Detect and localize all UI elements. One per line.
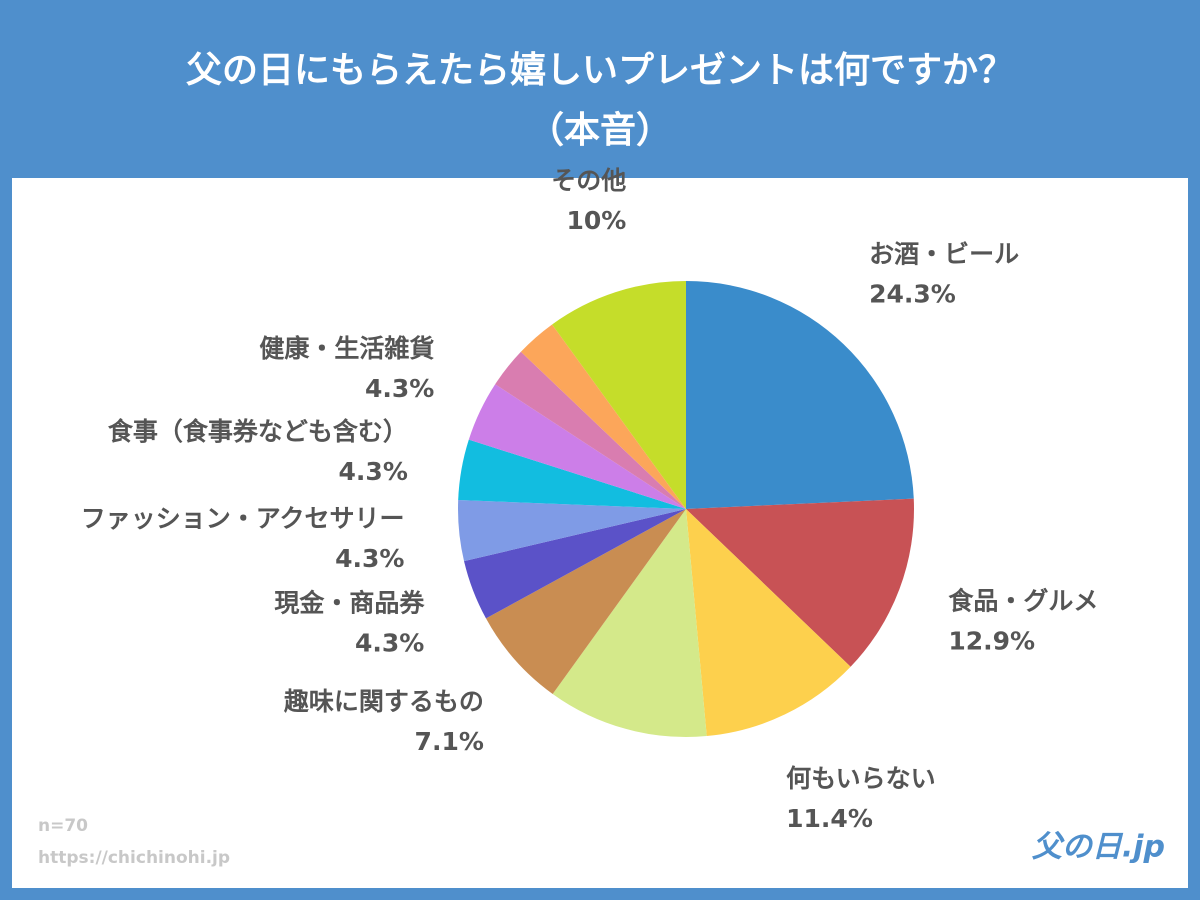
source: https://chichinohi.jp — [38, 848, 230, 868]
slice-label: 健康・生活雑貨 — [259, 334, 434, 363]
pie-slice — [458, 439, 686, 509]
value-label: 7.1% — [415, 727, 484, 756]
pie-slice — [464, 509, 686, 619]
pie-slice — [686, 498, 914, 667]
slice-label: 食品・グルメ — [948, 587, 1098, 616]
slice-label: お酒・ビール — [869, 239, 1019, 268]
chart-title: 父の日にもらえたら嬉しいプレゼントは何ですか？ — [186, 50, 1014, 91]
sample-note: n=70 — [38, 816, 88, 836]
pie-slice — [458, 500, 686, 562]
pie-slice — [686, 281, 914, 509]
pie-slice — [552, 509, 707, 737]
value-label: 4.3% — [339, 457, 408, 486]
value-label: 24.3% — [869, 279, 956, 308]
pie-slice — [520, 324, 686, 509]
slice-label: その他 — [551, 166, 626, 195]
value-label: 4.3% — [355, 628, 424, 657]
value-label: 4.3% — [365, 374, 434, 403]
slice-label: 何もいらない — [786, 764, 936, 793]
value-label: 4.3% — [335, 544, 404, 573]
pie-slice — [686, 509, 851, 737]
pie-slice — [495, 351, 686, 509]
value-label: 11.4% — [786, 804, 873, 833]
pie-slice — [468, 384, 686, 509]
slice-label: 食事（食事券なども含む） — [108, 417, 408, 446]
chart-title: （本音） — [528, 110, 672, 151]
pie-slice — [485, 509, 686, 694]
value-label: 12.9% — [948, 627, 1035, 656]
slice-label: 趣味に関するもの — [283, 687, 484, 716]
slice-label: ファッション・アクセサリー — [81, 504, 405, 533]
value-label: 10% — [566, 206, 626, 235]
pie-slice — [552, 281, 686, 509]
logo: 父の日.jp — [1032, 830, 1165, 865]
slice-label: 現金・商品券 — [274, 588, 425, 617]
